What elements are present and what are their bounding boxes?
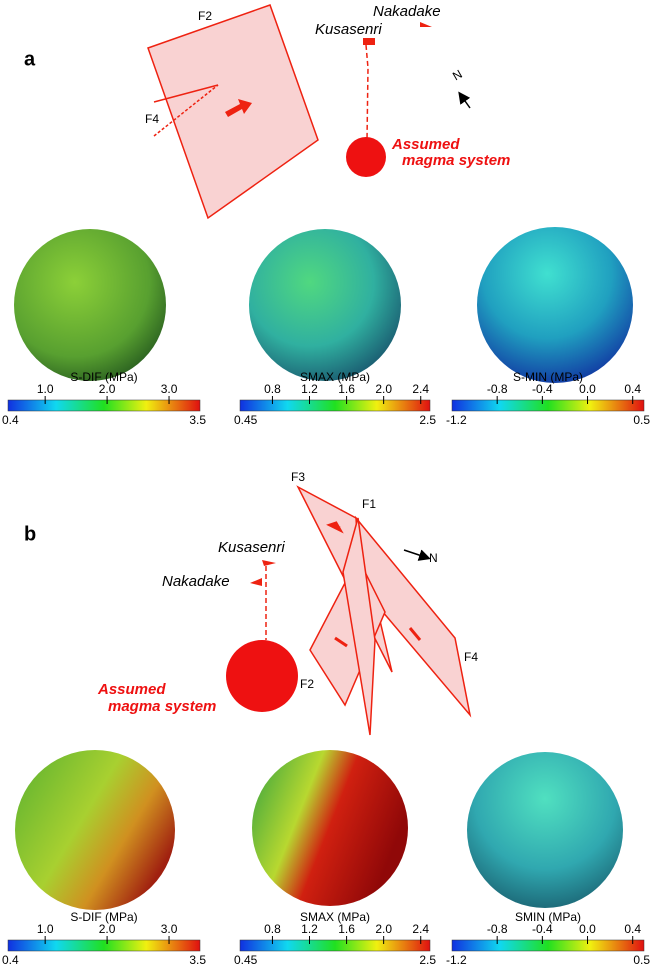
magma-label: magma system (402, 152, 510, 169)
vent (262, 560, 276, 566)
place-label: Nakadake (373, 3, 441, 20)
colorbar-tick-label: 3.0 (161, 922, 178, 936)
slip-arrow (326, 521, 344, 534)
colorbar-title: S-DIF (MPa) (70, 910, 137, 924)
fault-label: F4 (464, 650, 478, 664)
colorbar-tick-label: 2.0 (99, 382, 116, 396)
colorbar-tick-label: 0.4 (624, 382, 641, 396)
colorbar-min: 0.4 (2, 413, 19, 427)
fault-trace (153, 84, 219, 137)
colorbar-tick-label: 2.4 (412, 382, 429, 396)
colorbar-tick-label: -0.8 (487, 382, 508, 396)
conduit (365, 44, 369, 141)
colorbar-tick-label: 2.0 (99, 922, 116, 936)
panel-label: a (24, 48, 36, 70)
colorbar (239, 399, 431, 412)
colorbar-tick-label: -0.4 (532, 382, 553, 396)
colorbar-tick-label: 0.0 (579, 382, 596, 396)
colorbar-tick-label: 2.0 (375, 922, 392, 936)
colorbar-tick-label: -0.4 (532, 922, 553, 936)
north-label: N (429, 551, 438, 565)
colorbar-title: SMAX (MPa) (300, 910, 370, 924)
colorbar-title: SMIN (MPa) (515, 910, 581, 924)
fault-plane (342, 517, 376, 736)
colorbar-min: 0.4 (2, 953, 19, 967)
colorbar-max: 3.5 (189, 953, 206, 967)
slip-arrow (408, 627, 422, 641)
fault-label: F1 (362, 497, 376, 511)
colorbar-tick-label: 2.4 (412, 922, 429, 936)
stress-sphere (14, 229, 166, 381)
colorbar-tick-label: 1.0 (37, 922, 54, 936)
fault-trace (153, 84, 219, 103)
colorbar-tick-label: 1.6 (338, 382, 355, 396)
colorbar-tick-label: 1.6 (338, 922, 355, 936)
colorbar-min: -1.2 (446, 413, 467, 427)
colorbar-tick-label: 2.0 (375, 382, 392, 396)
colorbar-tick-label: -0.8 (487, 922, 508, 936)
colorbar-tick-label: 1.2 (301, 922, 318, 936)
fault-label: F2 (300, 677, 314, 691)
colorbar-max: 3.5 (189, 413, 206, 427)
colorbar-max: 0.5 (633, 953, 650, 967)
place-label: Nakadake (162, 573, 230, 590)
slip-arrow (225, 99, 252, 117)
colorbar-tick-label: 0.8 (264, 922, 281, 936)
colorbar-max: 0.5 (633, 413, 650, 427)
stress-sphere (477, 227, 633, 383)
colorbar-tick-label: 0.4 (624, 922, 641, 936)
fault-label: F3 (291, 470, 305, 484)
vent (420, 22, 432, 27)
magma-label: Assumed (391, 136, 460, 153)
colorbar-tick-label: 0.0 (579, 922, 596, 936)
fault-label: F2 (198, 9, 212, 23)
colorbar-tick-label: 0.8 (264, 382, 281, 396)
magma-body (226, 640, 298, 712)
north-label: N (450, 67, 465, 83)
slip-arrow (334, 636, 348, 648)
colorbar-max: 2.5 (419, 413, 436, 427)
vent (363, 38, 375, 45)
place-label: Kusasenri (315, 21, 382, 38)
stress-sphere (467, 752, 623, 908)
north-arrow (458, 91, 471, 109)
colorbar-title: SMAX (MPa) (300, 370, 370, 384)
vent (250, 578, 262, 586)
colorbar-min: 0.45 (234, 413, 258, 427)
colorbar-tick-label: 1.0 (37, 382, 54, 396)
fault-label: F4 (145, 112, 159, 126)
colorbar-min: -1.2 (446, 953, 467, 967)
colorbar (451, 399, 645, 412)
colorbar (451, 939, 645, 952)
magma-label: Assumed (97, 681, 166, 698)
colorbar-tick-label: 1.2 (301, 382, 318, 396)
magma-label: magma system (108, 698, 216, 715)
colorbar-title: S-DIF (MPa) (70, 370, 137, 384)
panel-label: b (24, 523, 36, 545)
colorbar-tick-label: 3.0 (161, 382, 178, 396)
colorbar-title: S-MIN (MPa) (513, 370, 583, 384)
colorbar (239, 939, 431, 952)
stress-sphere (15, 750, 175, 910)
north-arrow (403, 549, 431, 561)
colorbar-min: 0.45 (234, 953, 258, 967)
place-label: Kusasenri (218, 539, 285, 556)
colorbar (7, 399, 201, 412)
stress-sphere (249, 229, 401, 381)
colorbar (7, 939, 201, 952)
stress-sphere (252, 750, 408, 906)
magma-body (346, 137, 386, 177)
colorbar-max: 2.5 (419, 953, 436, 967)
